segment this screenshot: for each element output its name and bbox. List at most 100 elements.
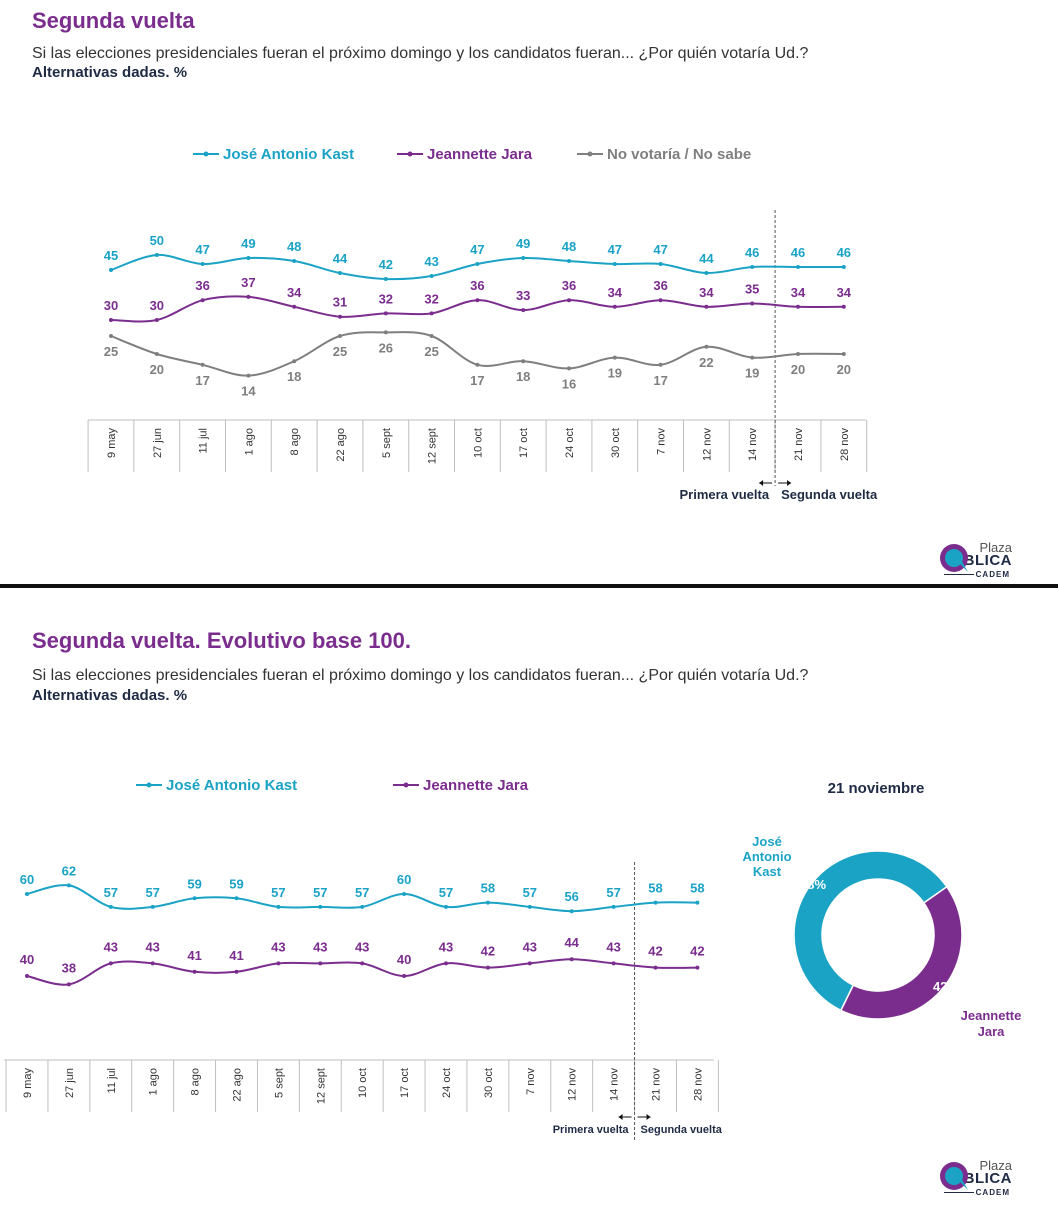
x-tick-label: 17 oct (518, 428, 530, 458)
x-tick-label: 10 oct (472, 428, 484, 458)
x-tick-label: 8 ago (289, 428, 301, 456)
point-jara (150, 961, 155, 966)
data-label-kast: 46 (745, 245, 759, 260)
data-label-kast: 47 (195, 242, 209, 257)
data-label-jara: 43 (104, 939, 118, 954)
point-nosabe (612, 355, 617, 360)
point-nosabe (338, 334, 342, 338)
donut-value-jara: 42% (933, 979, 959, 994)
point-jara (25, 974, 29, 978)
x-tick-label: 28 nov (692, 1068, 704, 1102)
point-jara (475, 298, 480, 303)
point-kast (383, 277, 388, 281)
arrow-left-head (759, 480, 764, 486)
point-nosabe (475, 362, 480, 367)
data-label-jara: 36 (653, 278, 667, 293)
point-jara (841, 304, 846, 309)
data-label-nosabe: 18 (516, 369, 530, 384)
point-kast (612, 262, 617, 266)
point-jara (611, 961, 616, 966)
point-nosabe (750, 355, 755, 360)
point-kast (25, 892, 29, 896)
data-label-kast: 58 (481, 881, 495, 896)
data-label-nosabe: 18 (287, 369, 301, 384)
point-jara (402, 974, 407, 978)
point-kast (154, 253, 159, 257)
data-label-kast: 49 (241, 236, 255, 251)
x-tick-label: 12 nov (701, 428, 713, 462)
data-label-jara: 43 (145, 939, 159, 954)
data-label-kast: 44 (699, 251, 714, 266)
data-label-jara: 34 (287, 285, 302, 300)
x-tick-label: 21 nov (651, 1068, 663, 1102)
data-label-jara: 34 (699, 285, 714, 300)
x-tick-label: 9 may (106, 428, 118, 458)
chart1-subtitle: Si las elecciones presidenciales fueran … (32, 45, 809, 62)
point-kast (402, 892, 407, 896)
point-kast (192, 896, 197, 901)
x-tick-label: 30 oct (483, 1068, 495, 1098)
point-jara (658, 298, 663, 303)
data-label-jara: 42 (481, 944, 495, 959)
data-label-nosabe: 14 (241, 384, 256, 399)
point-jara (292, 304, 297, 309)
data-label-jara: 36 (470, 278, 484, 293)
point-jara (318, 961, 323, 966)
donut-label-kast: José (752, 834, 782, 849)
data-label-kast: 60 (20, 872, 34, 887)
data-label-jara: 40 (20, 952, 34, 967)
data-label-kast: 57 (439, 885, 453, 900)
legend-item-kast: José Antonio Kast (193, 146, 354, 163)
point-jara (750, 301, 755, 306)
data-label-kast: 42 (379, 257, 393, 272)
data-label-kast: 58 (690, 881, 704, 896)
point-jara (612, 304, 617, 309)
x-tick-label: 30 oct (610, 428, 622, 458)
svg-text:Jeannette Jara: Jeannette Jara (427, 146, 533, 163)
x-tick-label: 1 ago (148, 1068, 160, 1096)
point-nosabe (658, 362, 663, 367)
point-jara (383, 311, 388, 316)
data-label-nosabe: 19 (745, 366, 759, 381)
data-label-jara: 34 (837, 285, 852, 300)
data-label-nosabe: 20 (837, 362, 851, 377)
point-kast (704, 271, 709, 275)
chart2-subtitle: Si las elecciones presidenciales fueran … (32, 667, 809, 684)
point-nosabe (200, 362, 205, 367)
data-label-kast: 58 (648, 881, 662, 896)
legend-item-kast: José Antonio Kast (136, 777, 297, 794)
x-tick-label: 10 oct (357, 1068, 369, 1098)
data-label-nosabe: 19 (608, 366, 622, 381)
point-jara (360, 961, 365, 966)
donut-value-kast: 58% (800, 877, 826, 892)
plaza-publica-cadem-logo-2: Plaza PÚBLICA CADEM (938, 1158, 1048, 1208)
data-label-nosabe: 22 (699, 355, 713, 370)
point-nosabe (109, 334, 113, 338)
chart2-subtitle-note: Alternativas dadas. % (32, 687, 188, 704)
x-tick-label: 7 nov (525, 1068, 537, 1095)
svg-text:No votaría / No sabe: No votaría / No sabe (607, 146, 751, 163)
point-kast (200, 262, 205, 266)
x-tick-label: 5 sept (273, 1068, 285, 1098)
primera-vuelta-label: Primera vuelta (553, 1124, 630, 1136)
point-kast (246, 256, 251, 260)
data-label-kast: 47 (608, 242, 622, 257)
arrow-right-head (787, 480, 792, 486)
point-kast (444, 904, 448, 909)
data-label-kast: 57 (523, 885, 537, 900)
point-kast (567, 259, 571, 263)
data-label-kast: 57 (145, 885, 159, 900)
data-label-kast: 48 (562, 239, 576, 254)
data-label-jara: 41 (187, 948, 201, 963)
data-label-kast: 43 (424, 254, 438, 269)
point-kast (150, 904, 155, 909)
donut-label-jara: Jeannette (961, 1008, 1022, 1023)
data-label-nosabe: 20 (150, 362, 164, 377)
donut-label-kast: Kast (753, 864, 782, 879)
point-jara (704, 304, 709, 309)
arrow-left-head (618, 1114, 623, 1120)
point-kast (66, 883, 71, 888)
x-tick-label: 22 ago (335, 428, 347, 462)
point-jara (154, 318, 159, 322)
data-label-jara: 43 (606, 939, 620, 954)
